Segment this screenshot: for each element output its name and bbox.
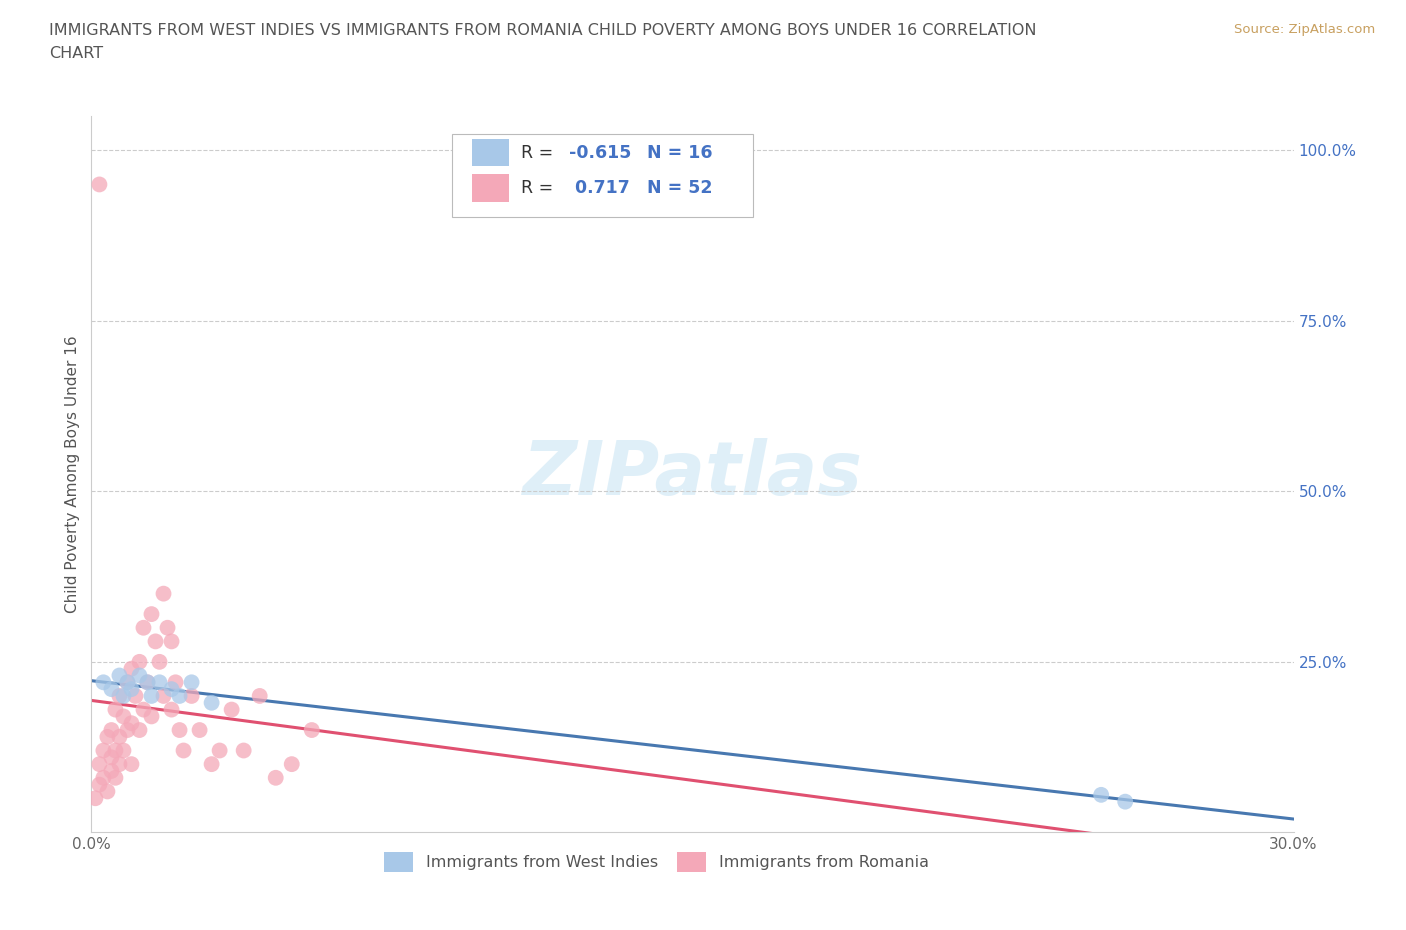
Point — [93, 743, 115, 758]
Point — [121, 661, 143, 676]
Text: CHART: CHART — [49, 46, 103, 61]
Point — [188, 723, 211, 737]
Point — [169, 688, 191, 703]
Point — [132, 702, 155, 717]
Point — [301, 723, 323, 737]
Point — [96, 784, 118, 799]
FancyBboxPatch shape — [472, 175, 509, 202]
Y-axis label: Child Poverty Among Boys Under 16: Child Poverty Among Boys Under 16 — [65, 336, 80, 613]
Point — [132, 620, 155, 635]
Point — [281, 757, 304, 772]
Point — [117, 723, 139, 737]
Point — [117, 675, 139, 690]
Point — [104, 743, 127, 758]
Point — [180, 675, 202, 690]
Point — [180, 688, 202, 703]
Point — [112, 709, 135, 724]
Point — [100, 750, 122, 764]
Point — [152, 688, 174, 703]
Point — [1114, 794, 1136, 809]
Point — [112, 688, 135, 703]
Point — [136, 675, 159, 690]
Point — [169, 723, 191, 737]
Point — [201, 757, 224, 772]
Point — [100, 682, 122, 697]
Text: IMMIGRANTS FROM WEST INDIES VS IMMIGRANTS FROM ROMANIA CHILD POVERTY AMONG BOYS : IMMIGRANTS FROM WEST INDIES VS IMMIGRANT… — [49, 23, 1036, 38]
Point — [121, 716, 143, 731]
Point — [136, 675, 159, 690]
Point — [104, 702, 127, 717]
Point — [160, 702, 183, 717]
Point — [121, 757, 143, 772]
Point — [100, 723, 122, 737]
Point — [145, 634, 167, 649]
Point — [104, 770, 127, 785]
Point — [141, 606, 163, 621]
Point — [117, 675, 139, 690]
Point — [221, 702, 243, 717]
Text: N = 52: N = 52 — [647, 179, 713, 197]
Point — [108, 688, 131, 703]
Point — [160, 682, 183, 697]
Point — [148, 655, 170, 670]
Point — [152, 586, 174, 601]
Point — [93, 770, 115, 785]
Text: R =: R = — [520, 144, 558, 162]
Text: N = 16: N = 16 — [647, 144, 713, 162]
Point — [96, 729, 118, 744]
Point — [141, 709, 163, 724]
Point — [128, 723, 150, 737]
Text: Source: ZipAtlas.com: Source: ZipAtlas.com — [1234, 23, 1375, 36]
Text: -0.615: -0.615 — [568, 144, 631, 162]
Point — [141, 688, 163, 703]
Point — [128, 668, 150, 683]
Point — [264, 770, 287, 785]
Point — [84, 790, 107, 805]
Point — [128, 655, 150, 670]
Point — [93, 675, 115, 690]
Point — [108, 668, 131, 683]
Point — [232, 743, 254, 758]
Point — [124, 688, 146, 703]
FancyBboxPatch shape — [472, 140, 509, 166]
Point — [112, 743, 135, 758]
Point — [208, 743, 231, 758]
Point — [108, 757, 131, 772]
Point — [201, 696, 224, 711]
Point — [173, 743, 195, 758]
Text: R =: R = — [520, 179, 558, 197]
Point — [165, 675, 187, 690]
Point — [89, 757, 111, 772]
Point — [160, 634, 183, 649]
Point — [89, 177, 111, 192]
Point — [108, 729, 131, 744]
Point — [89, 777, 111, 792]
Text: ZIPatlas: ZIPatlas — [523, 438, 862, 511]
Legend: Immigrants from West Indies, Immigrants from Romania: Immigrants from West Indies, Immigrants … — [378, 845, 935, 878]
Point — [249, 688, 271, 703]
FancyBboxPatch shape — [451, 134, 752, 217]
Text: 0.717: 0.717 — [568, 179, 630, 197]
Point — [156, 620, 179, 635]
Point — [148, 675, 170, 690]
Point — [1090, 788, 1112, 803]
Point — [121, 682, 143, 697]
Point — [100, 764, 122, 778]
